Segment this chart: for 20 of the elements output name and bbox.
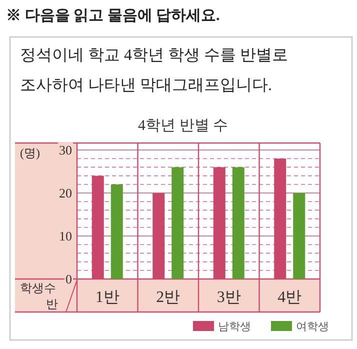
legend-label: 여학생 <box>296 321 329 333</box>
chart-title: 4학년 반별 수 <box>138 118 228 134</box>
bar <box>172 167 184 279</box>
x-tick-label: 4반 <box>278 289 302 306</box>
y-tick-label: 20 <box>59 186 72 200</box>
y-tick-label: 0 <box>66 272 72 286</box>
legend-label: 남학생 <box>218 321 251 333</box>
y-tick-label: 30 <box>59 142 72 158</box>
bar <box>110 184 123 279</box>
x-tick-label: 1반 <box>95 289 120 306</box>
y-axis-title: (명) <box>20 146 40 160</box>
bar <box>232 167 244 279</box>
x-tick-label: 3반 <box>216 289 241 306</box>
text: 학생수 <box>20 281 56 295</box>
x-tick-label: 2반 <box>156 289 180 306</box>
y-tick-label: 10 <box>59 228 72 244</box>
chart-subtitle: 정석이네 학교 4학년 학생 수를 반별로 조사하여 나타낸 막대그래프입니다. <box>20 47 288 94</box>
bar <box>293 193 306 279</box>
x-axis-title: 반 <box>46 297 58 311</box>
text: ※ 다음을 읽고 물음에 답하세요. <box>6 8 220 24</box>
